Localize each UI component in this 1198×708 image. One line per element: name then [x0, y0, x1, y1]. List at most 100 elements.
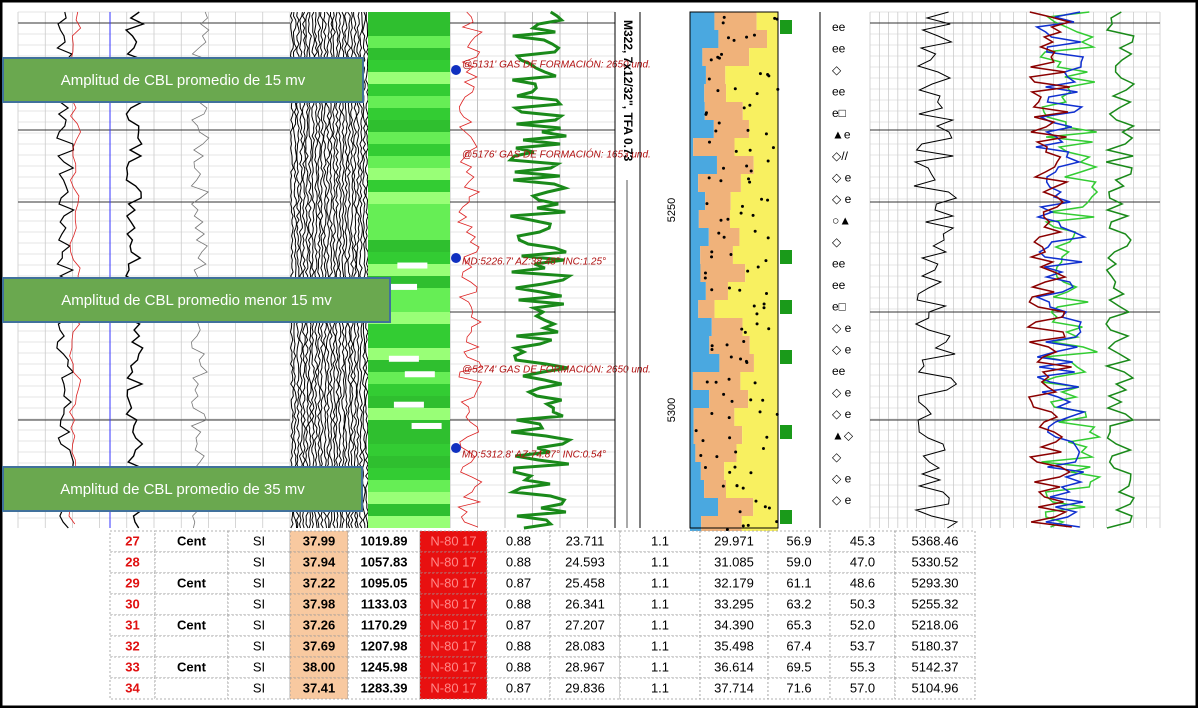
lith-sand: [734, 408, 778, 426]
lith-shale: [690, 210, 699, 228]
table-text: 37.41: [303, 680, 336, 695]
lith-sand: [753, 354, 778, 372]
cbl-band: [368, 132, 450, 144]
table-text: 32: [125, 638, 139, 653]
lith-dot: [732, 38, 736, 42]
table-text: SI: [253, 596, 265, 611]
lith-shale: [690, 462, 701, 480]
callout-text: Amplitud de CBL promedio de 35 mv: [60, 481, 305, 498]
lith-dot: [747, 177, 751, 181]
lith-shale: [690, 66, 706, 84]
lith-dot: [717, 231, 721, 235]
lith-shale: [690, 228, 709, 246]
table-text: Cent: [177, 617, 207, 632]
lith-clay: [693, 138, 735, 156]
lith-clay: [704, 480, 727, 498]
table-text: SI: [253, 575, 265, 590]
lith-sand: [745, 264, 778, 282]
cbl-band: [368, 36, 450, 48]
lith-dot: [735, 484, 739, 488]
lith-dot: [719, 179, 723, 183]
lith-dot: [714, 380, 718, 384]
lith-dot: [746, 523, 750, 527]
lith-sand: [726, 84, 778, 102]
lith-dot: [749, 471, 753, 475]
table-cell: [829, 656, 896, 679]
table-text: 1.1: [651, 533, 669, 548]
table-text: 1.1: [651, 554, 669, 569]
lith-dot: [738, 288, 742, 292]
table-cell: [699, 572, 769, 595]
table-text: 1095.05: [361, 575, 408, 590]
table-text: 1133.03: [361, 596, 407, 611]
cbl-band: [368, 360, 450, 372]
marker: [780, 300, 792, 314]
lith-border: [689, 11, 779, 529]
table-text: 61.1: [786, 575, 811, 590]
lith-dot: [721, 484, 725, 488]
cbl-band: [368, 24, 450, 36]
table-text: SI: [253, 680, 265, 695]
table-text: 5255.32: [912, 596, 959, 611]
table-cell: [619, 677, 701, 700]
lith-dot: [764, 132, 768, 136]
lith-dot: [740, 204, 744, 208]
cbl-band: [368, 252, 450, 264]
lith-dot: [738, 510, 742, 514]
cbl-band: [368, 204, 450, 216]
lith-shale: [690, 516, 702, 534]
lith-clay: [700, 246, 733, 264]
log-curve: [1025, 11, 1073, 528]
lith-dot: [726, 217, 730, 221]
table-text: 23.711: [566, 533, 605, 548]
table-text: 1.1: [651, 575, 669, 590]
table-text: N-80 17: [430, 554, 476, 569]
lith-dot: [703, 271, 707, 275]
lith-dot: [727, 416, 731, 420]
lith-dot: [710, 288, 714, 292]
lith-clay: [705, 66, 726, 84]
lith-shale: [690, 102, 705, 120]
table-cell: [894, 677, 976, 700]
lith-clay: [695, 444, 737, 462]
lith-clay: [700, 462, 725, 480]
table-text: 47.0: [850, 554, 875, 569]
lith-dot: [717, 56, 721, 60]
table-text: 5368.46: [912, 533, 959, 548]
lith-dot: [707, 140, 711, 144]
table-text: 37.714: [714, 680, 754, 695]
lith-dot: [752, 304, 756, 308]
lith-dot: [742, 339, 746, 343]
table-text: 5218.06: [912, 617, 959, 632]
lith-dot: [766, 236, 770, 240]
cbl-band: [368, 504, 450, 516]
table-text: 31.085: [714, 554, 754, 569]
table-text: 38.00: [303, 659, 336, 674]
lith-dot: [714, 129, 718, 133]
table-text: 31: [125, 617, 139, 632]
survey-dot: [451, 65, 461, 75]
lith-dot: [753, 381, 757, 385]
table-cell: [699, 635, 769, 658]
lith-dot: [726, 36, 730, 40]
marker: [780, 350, 792, 364]
table-text: 27: [125, 533, 139, 548]
table-cell: [829, 551, 896, 574]
lith-clay: [698, 300, 715, 318]
table-text: N-80 17: [430, 575, 476, 590]
table-text: 1245.98: [361, 659, 408, 674]
lith-dot: [733, 465, 737, 469]
lith-dot: [751, 213, 755, 217]
lith-dot: [734, 450, 738, 454]
callout-box: [2, 277, 391, 323]
table-text: 0.88: [506, 533, 531, 548]
lith-shale: [690, 282, 706, 300]
cbl-band: [368, 408, 450, 420]
table-text: 53.7: [850, 638, 875, 653]
lith-dot: [755, 322, 759, 326]
table-text: 5180.37: [912, 638, 959, 653]
log-annotation: @5274' GAS DE FORMACIÓN: 2650 und.: [462, 363, 651, 376]
lith-dot: [766, 159, 770, 163]
lith-dot: [728, 470, 732, 474]
lith-clay: [709, 390, 749, 408]
